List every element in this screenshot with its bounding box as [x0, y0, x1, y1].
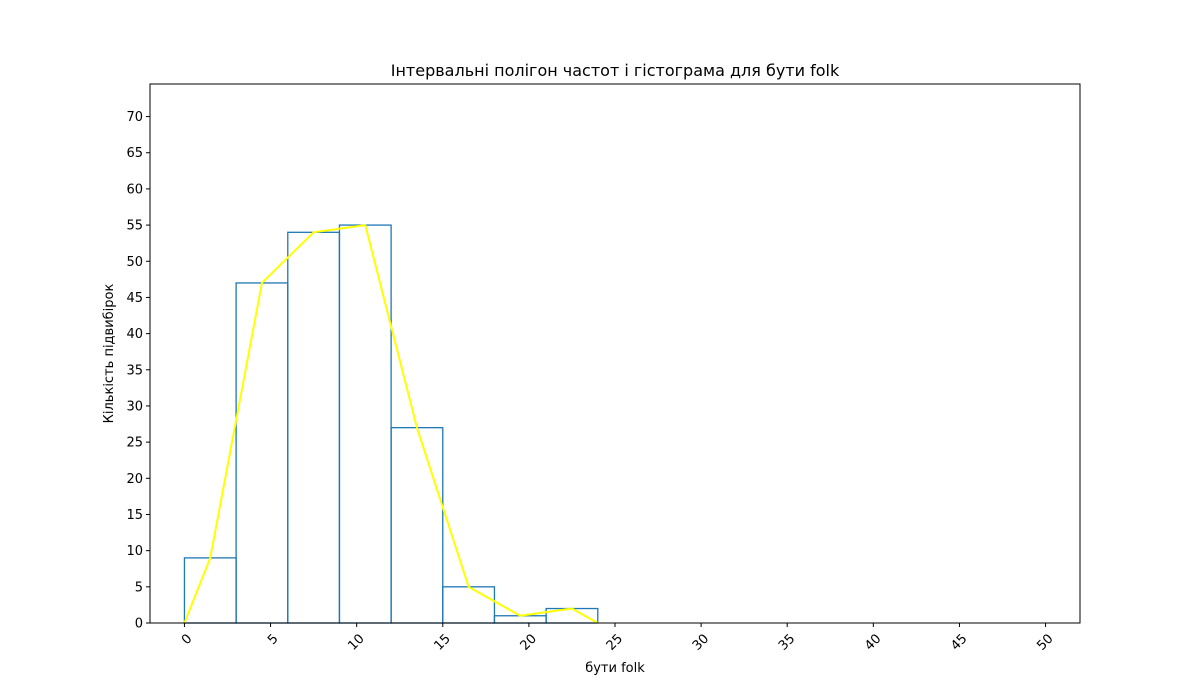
y-tick-label: 15	[126, 508, 143, 523]
y-tick-label: 50	[126, 255, 143, 270]
y-tick-label: 25	[126, 436, 143, 451]
chart-title: Інтервальні полігон частот і гістограма …	[391, 61, 840, 80]
y-tick-label: 30	[126, 399, 143, 414]
y-tick-label: 10	[126, 544, 143, 559]
y-tick-label: 65	[126, 146, 143, 161]
y-tick-label: 70	[126, 110, 143, 125]
y-axis: 0 5 10 15 20 25 30 35 40 45 50 55 60 65 70	[126, 110, 150, 632]
y-tick-label: 35	[126, 363, 143, 378]
y-tick-label: 5	[135, 580, 143, 595]
axes-frame	[149, 83, 1081, 624]
x-axis-label: бути folk	[585, 661, 645, 676]
y-tick-label: 40	[126, 327, 143, 342]
y-tick-label: 60	[126, 182, 143, 197]
y-tick-label: 55	[126, 219, 143, 234]
frequency-polygon-line	[183, 224, 599, 624]
y-tick-label: 20	[126, 472, 143, 487]
y-axis-label: Кількість підвибірок	[102, 284, 117, 424]
y-tick-label: 45	[126, 291, 143, 306]
y-tick-label: 0	[135, 617, 143, 632]
